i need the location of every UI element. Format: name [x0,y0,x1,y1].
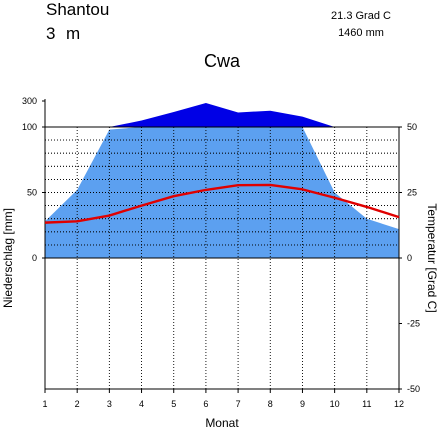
x-tick-label: 6 [203,399,208,409]
left-tick-label: 100 [22,122,37,132]
right-axis-ticks: 50 25 0 -25 -50 [399,122,420,394]
right-tick-label: 25 [407,188,417,198]
left-tick-label: 0 [32,253,37,263]
x-axis-ticks: 1 2 3 4 5 6 7 8 9 10 11 12 [42,389,404,409]
right-tick-label: -25 [407,319,420,329]
x-axis-label: Monat [205,416,239,430]
right-axis-label: Temperatur [Grad C] [425,203,439,312]
x-tick-label: 1 [42,399,47,409]
x-tick-label: 5 [171,399,176,409]
x-tick-label: 7 [236,399,241,409]
x-tick-label: 12 [394,399,404,409]
annual-mean-temperature: 21.3 Grad C [331,10,391,22]
plot-frame [44,99,400,390]
x-tick-label: 3 [107,399,112,409]
temperature-series [44,183,400,224]
right-tick-label: 50 [407,122,417,132]
grid [45,127,399,389]
station-altitude: 3 [46,24,55,43]
left-axis-ticks: 300 100 50 0 [22,96,45,263]
left-tick-label: 300 [22,96,37,106]
x-tick-label: 9 [300,399,305,409]
station-altitude-unit: m [66,24,80,43]
left-axis-label: Niederschlag [mm] [1,208,15,308]
x-tick-label: 11 [362,399,371,409]
right-tick-label: -50 [407,384,420,394]
x-tick-label: 10 [330,399,340,409]
precipitation-area [45,102,399,258]
x-tick-label: 8 [268,399,273,409]
station-name: Shantou [46,0,109,19]
annual-precipitation: 1460 mm [338,27,384,39]
temperature-line [44,183,400,224]
x-tick-label: 4 [139,399,144,409]
precipitation-perhumid-area [45,102,399,127]
right-tick-label: 0 [407,253,412,263]
x-tick-label: 2 [75,399,80,409]
left-tick-label: 50 [27,188,37,198]
climate-classification: Cwa [204,51,241,71]
